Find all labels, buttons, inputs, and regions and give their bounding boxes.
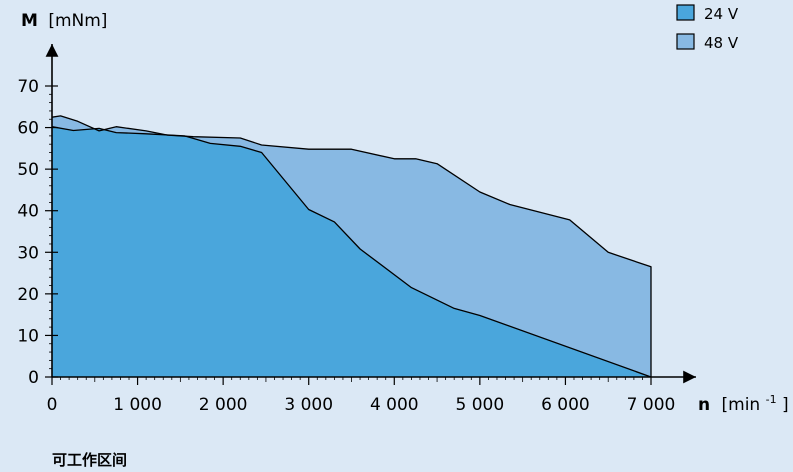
y-tick-label: 10 [17,326,39,346]
y-axis-title: M [mNm] [21,11,107,31]
x-tick-label: 7 000 [627,395,676,415]
y-tick-label: 60 [17,119,39,139]
x-tick-label: 1 000 [113,395,162,415]
legend-item-24v: 24 V [676,4,739,23]
y-tick-label: 20 [17,285,39,305]
x-tick-label: 5 000 [456,395,505,415]
x-tick-label: 2 000 [199,395,248,415]
y-tick-label: 70 [17,77,39,97]
series-areas [52,115,651,378]
y-tick-label: 0 [28,368,39,388]
y-ticks: 0 10 20 30 40 50 60 70 [17,77,58,388]
x-tick-label: 4 000 [370,395,419,415]
legend-label-48v: 48 V [704,34,739,52]
legend: 24 V 48 V [676,4,739,52]
x-tick-label: 0 [47,395,58,415]
legend-item-48v: 48 V [676,33,739,52]
y-tick-label: 30 [17,243,39,263]
x-tick-label: 6 000 [541,395,590,415]
legend-swatch-48v [676,33,695,50]
y-tick-label: 50 [17,160,39,180]
legend-label-24v: 24 V [704,5,739,23]
outline-24v [51,126,652,378]
x-tick-label: 3 000 [284,395,333,415]
area-24v [52,126,651,377]
series-outlines [51,115,652,378]
legend-swatch-24v [676,4,695,21]
x-ticks: 0 1 000 2 000 3 000 4 000 5 000 6 000 7 000 [47,377,676,415]
chart-caption: 可工作区间 [52,451,127,469]
y-tick-label: 40 [17,202,39,222]
x-axis-title: n [min -1 ] [698,388,789,415]
